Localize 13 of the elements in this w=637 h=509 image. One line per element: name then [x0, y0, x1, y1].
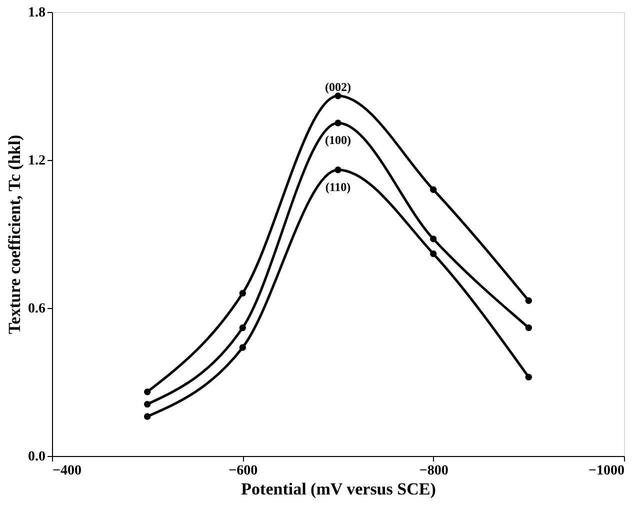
- x-tick-label: −400: [52, 464, 82, 478]
- series-label: (110): [325, 180, 351, 194]
- series-label: (100): [325, 133, 351, 147]
- x-axis-title: Potential (mV versus SCE): [241, 480, 436, 498]
- x-tick-label: −800: [419, 464, 448, 478]
- y-tick-label: 0.6: [28, 302, 46, 316]
- x-tick-label: −600: [228, 464, 258, 478]
- y-axis-title: Texture coefficient, Tc (hkl): [5, 134, 24, 334]
- y-tick-label: 1.2: [28, 154, 46, 168]
- series-label: (002): [325, 80, 351, 94]
- y-tick-label: 0.0: [28, 450, 46, 464]
- x-tick-label: −1000: [588, 464, 624, 478]
- y-tick-label: 1.8: [28, 6, 46, 20]
